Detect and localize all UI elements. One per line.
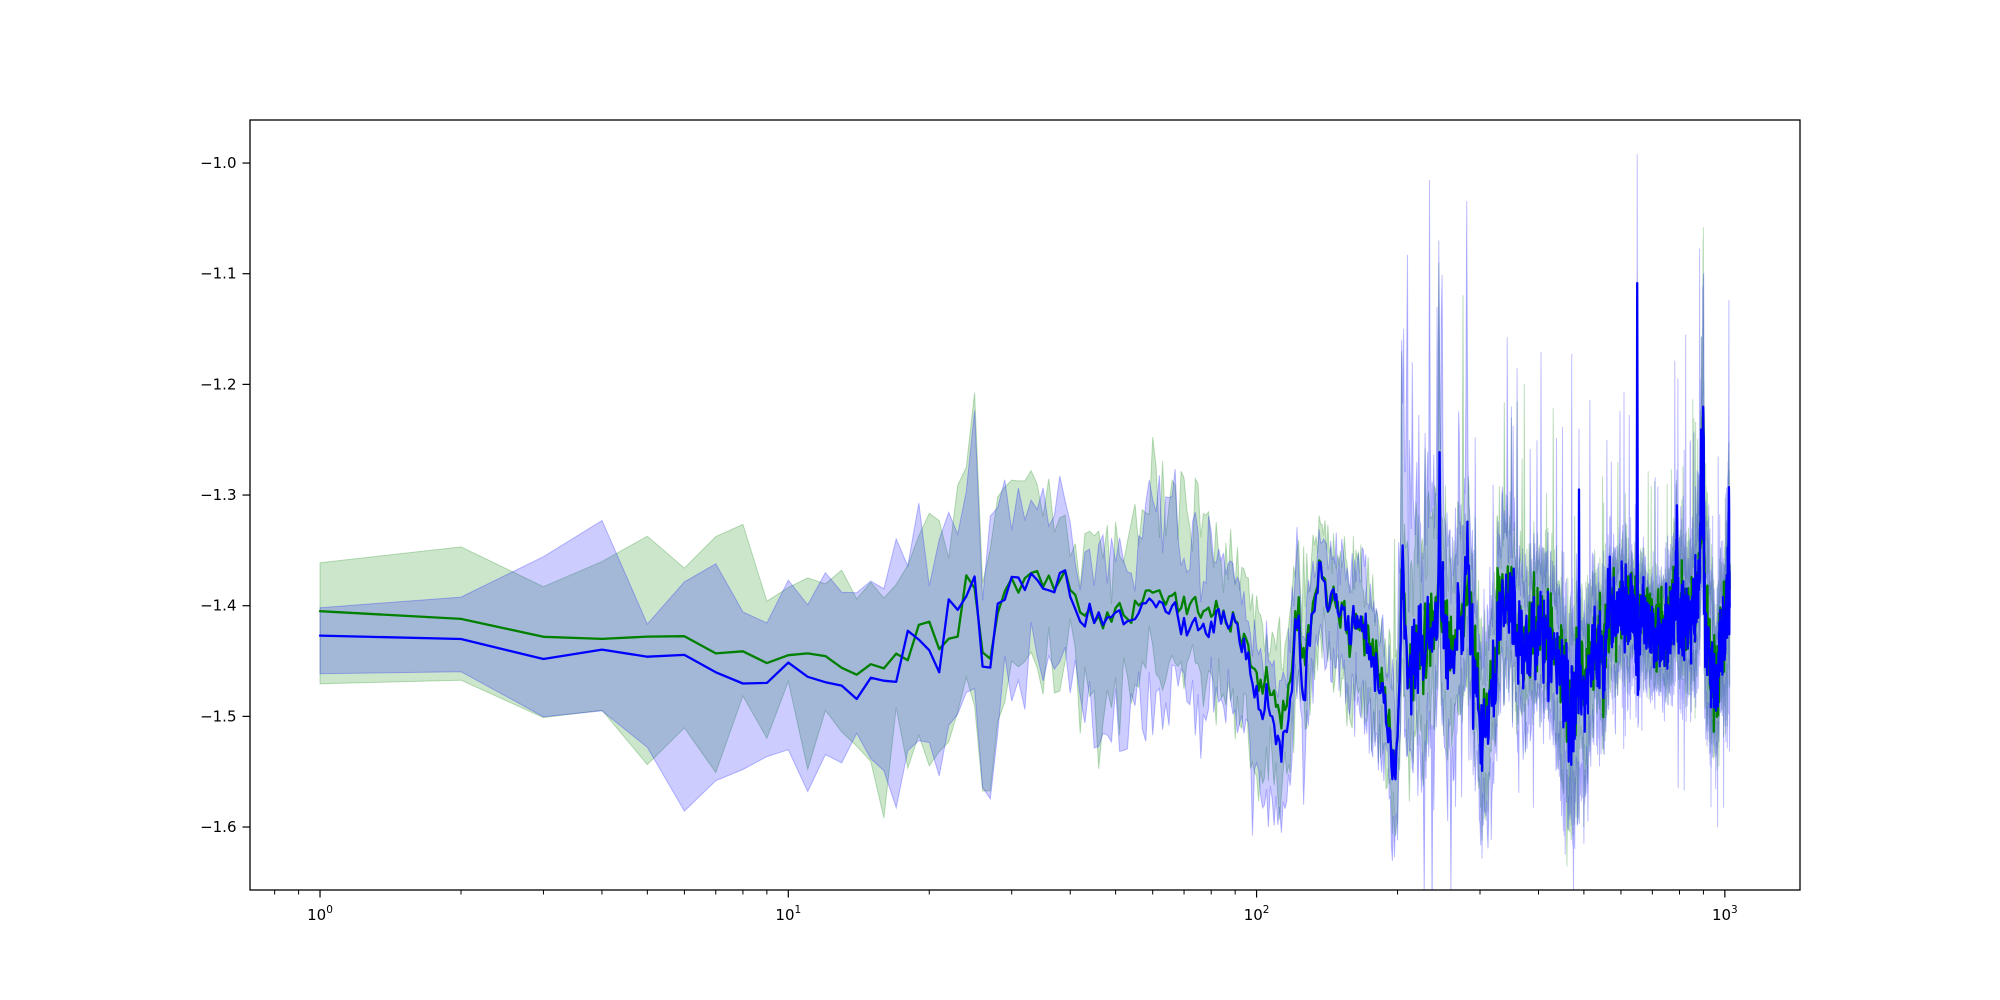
x-tick-label: 100: [307, 904, 333, 924]
x-tick-label: 102: [1244, 904, 1270, 924]
x-tick-label: 103: [1712, 904, 1738, 924]
x-tick-label: 101: [775, 904, 801, 924]
blue-series-line: [318, 281, 1731, 781]
y-tick-label: −1.1: [200, 265, 236, 283]
plot-area: [318, 154, 1731, 890]
axes-spines: [249, 119, 1801, 891]
y-tick-label: −1.4: [200, 597, 236, 615]
green-confidence-band: [319, 227, 1731, 867]
y-tick-label: −1.6: [200, 818, 236, 836]
y-tick-label: −1.3: [200, 486, 236, 504]
blue-confidence-band: [319, 154, 1731, 890]
x-axis: 100 101 102 103: [274, 890, 1738, 924]
y-tick-label: −1.5: [200, 707, 236, 725]
y-tick-label: −1.0: [200, 154, 236, 172]
y-axis: −1.0 −1.1 −1.2 −1.3 −1.4 −1.5 −1.6: [200, 154, 250, 836]
y-tick-label: −1.2: [200, 375, 236, 393]
